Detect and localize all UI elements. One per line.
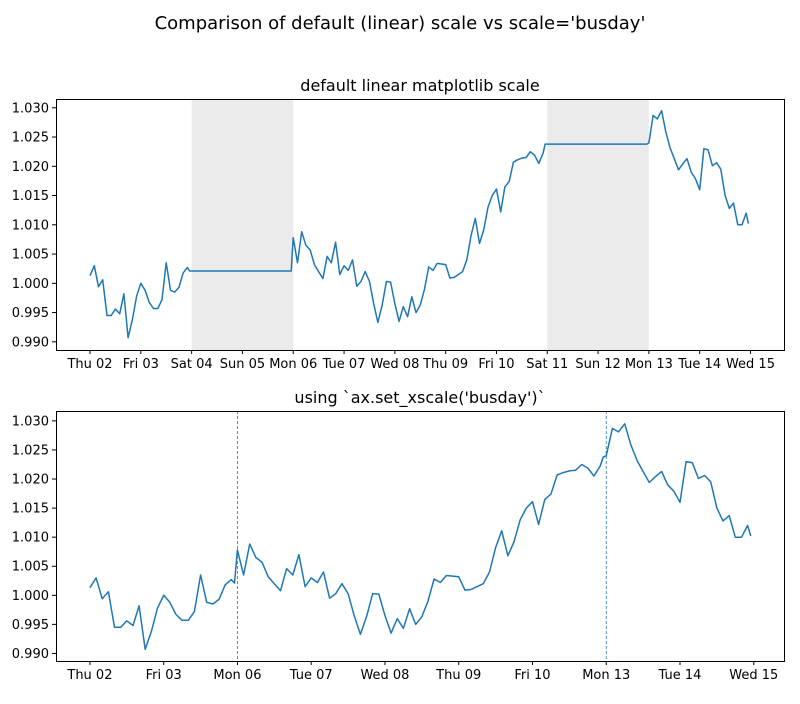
x-tick-label: Mon 13 <box>582 668 630 683</box>
y-tick-label: 1.010 <box>12 218 49 233</box>
x-tick-label: Wed 15 <box>729 668 778 683</box>
x-tick-label: Tue 07 <box>289 668 333 683</box>
y-tick-label: 0.990 <box>12 647 49 662</box>
axes-busday: using `ax.set_xscale('busday')` Thu 02 Fr… <box>12 388 785 683</box>
axes-frame <box>56 411 785 662</box>
x-tick-label: Sat 04 <box>171 357 213 372</box>
y-tick-label: 1.000 <box>12 277 49 292</box>
x-ticks: Thu 02 Fri 03 Sat 04 Sun 05 Mon 06 Tue 07 Wed … <box>66 350 775 372</box>
price-series-line <box>89 423 752 651</box>
x-ticks: Thu 02 Fri 03 Mon 06 Tue 07 Wed 08 Thu 09 Fri … <box>66 661 778 683</box>
y-tick-label: 1.020 <box>12 160 49 175</box>
x-tick-label: Thu 02 <box>66 668 112 683</box>
x-tick-label: Tue 14 <box>658 668 702 683</box>
figure-suptitle: Comparison of default (linear) scale vs … <box>155 13 646 34</box>
y-tick-label: 1.025 <box>12 131 49 146</box>
x-tick-label: Wed 08 <box>360 668 409 683</box>
y-tick-label: 0.995 <box>12 306 49 321</box>
y-tick-label: 1.005 <box>12 248 49 263</box>
y-ticks: 0.990 0.995 1.000 1.005 1.010 1.015 1.020 1.025… <box>12 414 56 662</box>
x-tick-label: Fri 10 <box>514 668 550 683</box>
y-tick-label: 1.020 <box>12 473 49 488</box>
x-tick-label: Mon 13 <box>625 357 673 372</box>
weekend-shade <box>547 99 649 350</box>
x-tick-label: Thu 02 <box>66 357 112 372</box>
y-tick-label: 1.030 <box>12 101 49 116</box>
x-tick-label: Sun 12 <box>575 357 620 372</box>
y-tick-label: 0.995 <box>12 618 49 633</box>
week-boundary-lines <box>237 411 607 661</box>
x-tick-label: Fri 03 <box>123 357 159 372</box>
y-tick-label: 1.015 <box>12 189 49 204</box>
x-tick-label: Mon 06 <box>213 668 261 683</box>
x-tick-label: Fri 10 <box>478 357 514 372</box>
axes-title-linear: default linear matplotlib scale <box>300 76 539 95</box>
y-tick-label: 1.015 <box>12 502 49 517</box>
y-tick-label: 1.025 <box>12 443 49 458</box>
x-tick-label: Sun 05 <box>220 357 265 372</box>
axes-title-busday: using `ax.set_xscale('busday')` <box>294 388 545 408</box>
x-tick-label: Wed 15 <box>726 357 775 372</box>
x-tick-label: Tue 14 <box>677 357 721 372</box>
y-tick-label: 1.000 <box>12 589 49 604</box>
x-tick-label: Fri 03 <box>146 668 182 683</box>
axes-linear: default linear matplotlib scale Thu 02 Fr… <box>12 76 785 372</box>
y-ticks: 0.990 0.995 1.000 1.005 1.010 1.015 1.020 1.025… <box>12 101 56 350</box>
axes-frame <box>56 99 785 351</box>
y-tick-label: 1.005 <box>12 560 49 575</box>
y-tick-label: 1.030 <box>12 414 49 429</box>
x-tick-label: Tue 07 <box>322 357 366 372</box>
x-tick-label: Thu 09 <box>422 357 468 372</box>
weekend-shade <box>191 99 294 350</box>
x-tick-label: Mon 06 <box>269 357 317 372</box>
y-tick-label: 1.010 <box>12 531 49 546</box>
price-series-line <box>89 109 750 339</box>
y-tick-label: 0.990 <box>12 335 49 350</box>
x-tick-label: Wed 08 <box>370 357 419 372</box>
x-tick-label: Sat 11 <box>526 357 568 372</box>
weekend-shading <box>191 99 649 350</box>
x-tick-label: Thu 09 <box>435 668 481 683</box>
